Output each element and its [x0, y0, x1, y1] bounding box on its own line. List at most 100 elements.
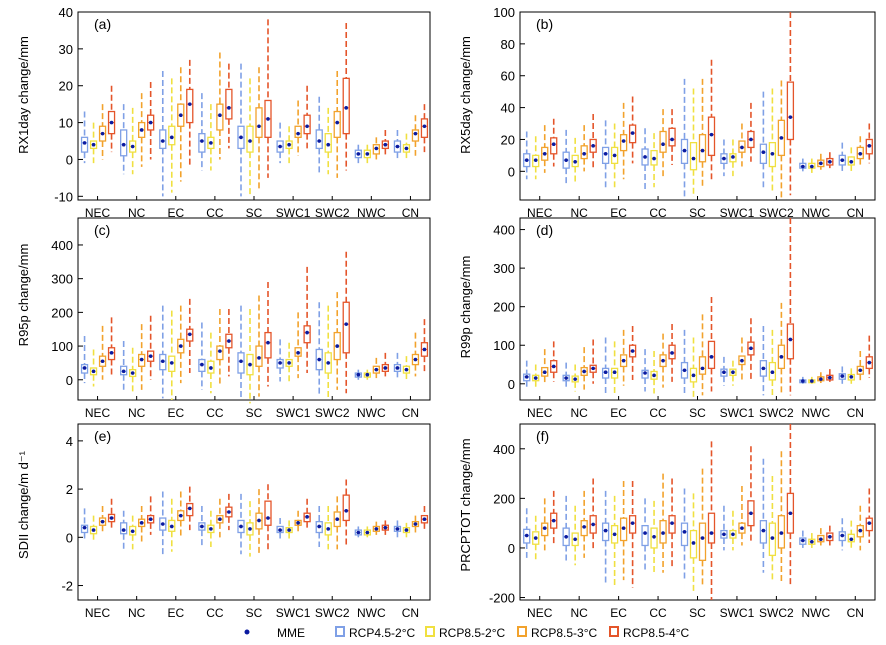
- y-tick-label: 100: [493, 5, 515, 20]
- box-swc2-3: [333, 70, 341, 178]
- legend-item-rcp45-2c: RCP4.5-2°C: [335, 626, 415, 640]
- box-cn-2: [847, 147, 855, 172]
- box-ec-1: [601, 120, 610, 188]
- mme-marker: [849, 375, 854, 379]
- mme-marker: [178, 113, 183, 118]
- box-cc-1: [198, 322, 206, 390]
- mme-marker: [582, 151, 586, 156]
- iqr-box: [668, 127, 676, 147]
- mme-marker: [305, 330, 309, 335]
- y-tick-label: 200: [493, 491, 515, 506]
- box-ec-3: [619, 481, 628, 581]
- mme-marker: [344, 322, 349, 326]
- x-tick-label: CN: [402, 606, 419, 620]
- box-swc1-4: [303, 85, 311, 149]
- box-nc-1: [562, 362, 570, 390]
- mme-marker: [858, 528, 863, 533]
- y-tick-label: 100: [493, 338, 515, 353]
- box-cc-1: [641, 128, 649, 191]
- y-tick-label: 300: [51, 272, 73, 287]
- box-cc-3: [659, 473, 667, 573]
- box-cn-4: [420, 104, 429, 153]
- panel-1: -10 0 10 20 30 40 RX1day change/mm (a) NEC NC EC CC…: [16, 5, 431, 220]
- box-swc1-1: [720, 356, 728, 386]
- x-tick-label: EC: [610, 406, 627, 420]
- mme-marker: [178, 513, 183, 518]
- mme-marker: [227, 510, 231, 514]
- iqr-box: [333, 110, 341, 138]
- box-nwc-2: [363, 369, 371, 380]
- y-tick-label: 0: [66, 373, 73, 388]
- iqr-box: [303, 512, 311, 523]
- legend-mme-label: MME: [277, 626, 305, 640]
- iqr-box: [237, 352, 245, 374]
- mme-marker: [533, 376, 538, 380]
- mme-marker: [305, 515, 309, 519]
- iqr-box: [264, 331, 272, 359]
- y-tick-label: 20: [59, 79, 73, 94]
- mme-marker: [582, 369, 586, 374]
- mme-marker: [652, 534, 656, 539]
- box-cn-2: [402, 133, 411, 160]
- iqr-box: [610, 367, 619, 379]
- box-sc-1: [237, 493, 245, 555]
- box-ec-2: [168, 78, 176, 193]
- mme-marker: [335, 344, 340, 348]
- box-nec-4: [550, 490, 558, 546]
- box-nwc-3: [372, 137, 380, 160]
- box-nc-2: [571, 364, 579, 392]
- mme-marker: [130, 371, 135, 375]
- mme-marker: [257, 356, 261, 360]
- box-nc-2: [129, 107, 137, 175]
- iqr-box: [619, 134, 628, 152]
- mme-marker: [524, 533, 529, 538]
- x-tick-label: CC: [206, 406, 224, 420]
- x-tick-label: EC: [167, 606, 184, 620]
- box-swc2-2: [768, 88, 777, 191]
- mme-marker: [248, 527, 252, 531]
- mme-marker: [621, 526, 626, 530]
- iqr-box: [698, 356, 707, 375]
- x-tick-label: EC: [167, 206, 184, 220]
- mme-marker: [356, 530, 361, 535]
- mme-marker: [395, 144, 400, 149]
- box-ec-2: [610, 495, 619, 586]
- box-cc-1: [198, 93, 206, 171]
- box-cn-1: [393, 352, 402, 380]
- x-tick-label: CN: [847, 606, 864, 620]
- mme-marker: [849, 537, 854, 542]
- box-swc1-2: [285, 126, 293, 164]
- mme-marker: [326, 142, 331, 147]
- x-tick-label: NWC: [801, 406, 830, 420]
- legend-rcp45-2c-marker: [335, 626, 345, 637]
- mme-marker: [356, 152, 361, 156]
- y-axis-label: RX5day change/mm: [458, 36, 473, 154]
- box-cn-3: [856, 505, 864, 551]
- panel-2: 0 20 40 60 80 100 RX5day change/mm (b) NEC NC EC CC…: [458, 5, 876, 220]
- box-swc1-1: [276, 122, 284, 164]
- iqr-box: [668, 515, 676, 534]
- mme-marker: [630, 521, 635, 525]
- box-nec-4: [107, 317, 116, 377]
- mme-marker: [209, 366, 213, 370]
- mme-marker: [573, 377, 577, 381]
- x-tick-label: CN: [847, 406, 864, 420]
- box-swc2-3: [777, 302, 786, 394]
- legend-rcp85-3c-marker: [517, 626, 527, 637]
- iqr-box: [138, 353, 146, 367]
- box-cc-4: [668, 324, 676, 382]
- iqr-box: [120, 129, 128, 157]
- iqr-box: [315, 520, 323, 534]
- box-nc-4: [147, 496, 155, 535]
- mme-marker: [209, 527, 213, 531]
- x-tick-label: SWC2: [759, 406, 794, 420]
- mme-marker: [722, 532, 726, 537]
- x-tick-label: CC: [649, 206, 667, 220]
- box-swc1-3: [294, 312, 302, 379]
- box-swc2-2: [768, 329, 777, 398]
- box-nec-2: [532, 136, 540, 180]
- x-tick-label: NWC: [357, 606, 386, 620]
- mme-marker: [582, 525, 586, 529]
- box-cc-4: [668, 109, 676, 165]
- iqr-box: [628, 515, 637, 534]
